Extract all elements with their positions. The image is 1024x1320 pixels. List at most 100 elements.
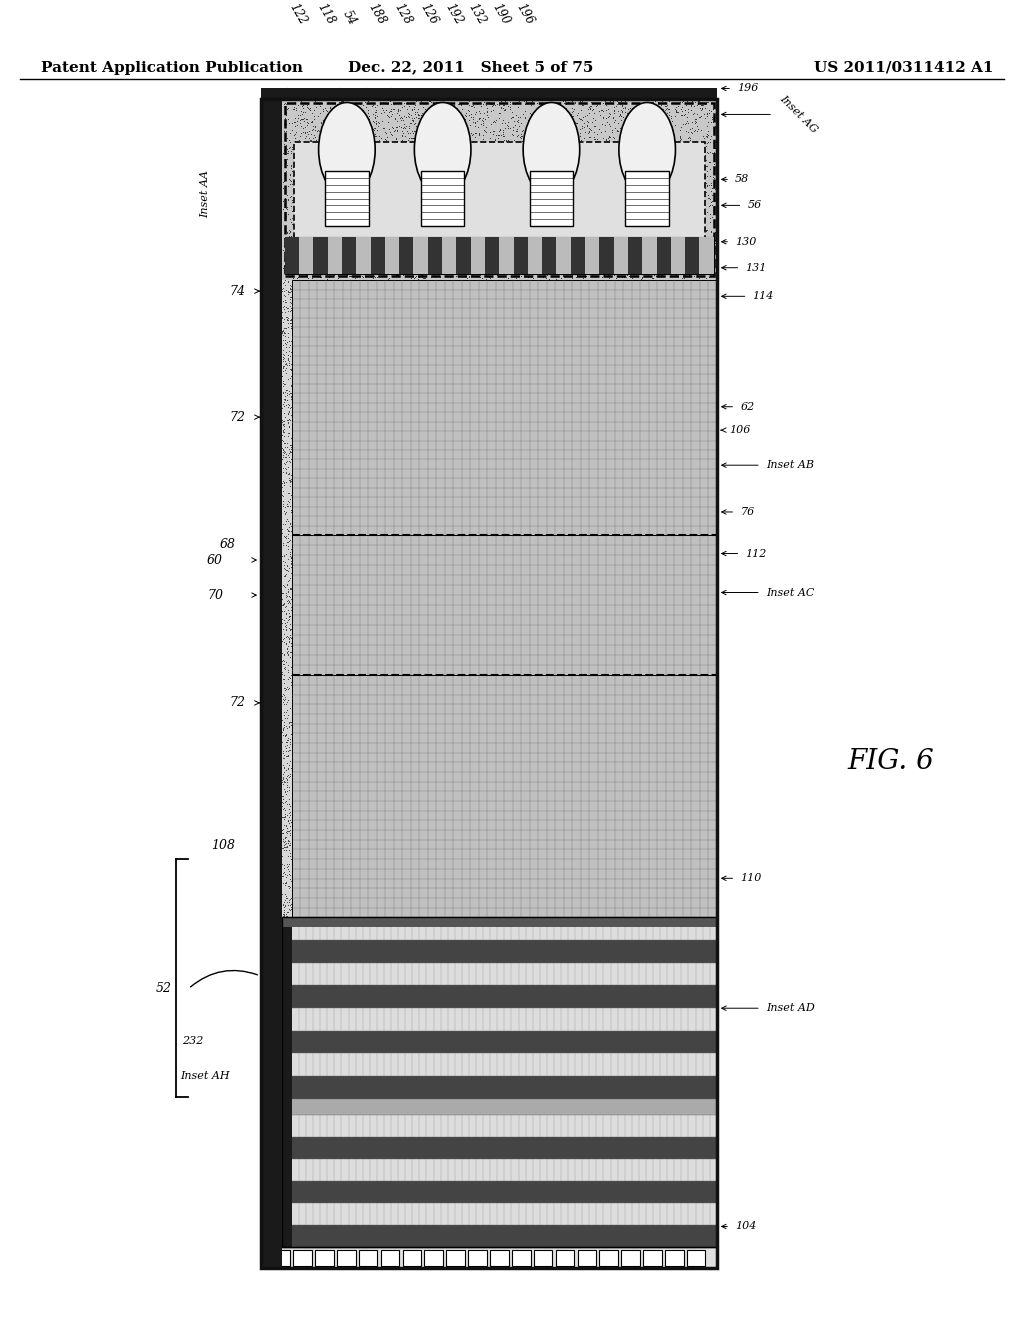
- Point: [672, 161, 688, 182]
- Point: [671, 182, 687, 203]
- Point: [517, 107, 534, 128]
- Point: [434, 124, 451, 145]
- Point: [611, 203, 628, 224]
- Point: [650, 246, 667, 267]
- Point: [494, 136, 510, 157]
- Point: [475, 177, 492, 198]
- Point: [275, 458, 292, 479]
- Point: [594, 161, 610, 182]
- Point: [342, 160, 358, 181]
- Point: [484, 261, 501, 282]
- Point: [672, 128, 688, 149]
- Point: [443, 263, 460, 284]
- Point: [708, 174, 724, 195]
- Point: [523, 124, 540, 145]
- Point: [434, 255, 451, 276]
- Point: [295, 194, 311, 215]
- Point: [314, 231, 331, 252]
- Point: [567, 252, 584, 273]
- Point: [360, 223, 377, 244]
- Point: [608, 120, 625, 141]
- Point: [276, 644, 293, 665]
- Point: [330, 193, 346, 214]
- Point: [278, 297, 294, 318]
- Point: [679, 203, 695, 224]
- Point: [284, 412, 300, 433]
- Point: [429, 265, 445, 286]
- Point: [654, 98, 671, 119]
- Point: [362, 216, 379, 238]
- Point: [611, 213, 628, 234]
- Point: [351, 181, 368, 202]
- Point: [282, 577, 298, 598]
- Point: [383, 246, 399, 267]
- Point: [392, 148, 409, 169]
- Point: [483, 263, 500, 284]
- Point: [590, 185, 606, 206]
- Point: [325, 216, 341, 238]
- Point: [548, 201, 564, 222]
- Point: [396, 114, 413, 135]
- Point: [446, 231, 463, 252]
- Point: [400, 117, 417, 139]
- Point: [566, 111, 583, 132]
- Point: [359, 182, 376, 203]
- Point: [373, 218, 389, 239]
- Point: [285, 137, 301, 158]
- Point: [632, 259, 648, 280]
- Point: [366, 235, 382, 256]
- Point: [290, 214, 306, 235]
- Point: [298, 264, 314, 285]
- Point: [349, 164, 366, 185]
- Point: [286, 160, 302, 181]
- Point: [497, 100, 513, 121]
- Point: [394, 216, 411, 238]
- Point: [475, 108, 492, 129]
- Point: [665, 158, 681, 180]
- Point: [675, 202, 691, 223]
- Point: [650, 90, 667, 111]
- Point: [276, 597, 293, 618]
- Point: [281, 876, 297, 898]
- Point: [280, 348, 296, 370]
- Point: [645, 202, 662, 223]
- Point: [274, 799, 291, 820]
- Point: [660, 98, 677, 119]
- Point: [568, 257, 585, 279]
- Point: [668, 145, 684, 166]
- Point: [475, 110, 492, 131]
- Point: [441, 239, 458, 260]
- Point: [564, 246, 581, 267]
- Point: [336, 124, 352, 145]
- Ellipse shape: [415, 103, 471, 197]
- Point: [366, 203, 382, 224]
- Point: [326, 235, 342, 256]
- Text: 128: 128: [391, 1, 414, 28]
- Point: [446, 94, 463, 115]
- Point: [338, 98, 354, 119]
- Point: [373, 222, 389, 243]
- Point: [278, 502, 294, 523]
- Point: [516, 263, 532, 284]
- Point: [387, 238, 403, 259]
- Point: [578, 121, 594, 143]
- Point: [694, 143, 711, 164]
- Point: [478, 140, 495, 161]
- Point: [359, 218, 376, 239]
- Point: [571, 201, 588, 222]
- Point: [604, 186, 621, 207]
- Point: [560, 112, 577, 133]
- Point: [699, 104, 716, 125]
- Point: [705, 143, 721, 164]
- Point: [529, 197, 546, 218]
- Point: [279, 906, 295, 927]
- Point: [422, 91, 438, 112]
- Point: [632, 147, 648, 168]
- Point: [348, 164, 365, 185]
- Point: [660, 90, 677, 111]
- Point: [447, 141, 464, 162]
- Point: [618, 148, 635, 169]
- Point: [361, 111, 378, 132]
- Point: [325, 98, 341, 119]
- Point: [412, 224, 428, 246]
